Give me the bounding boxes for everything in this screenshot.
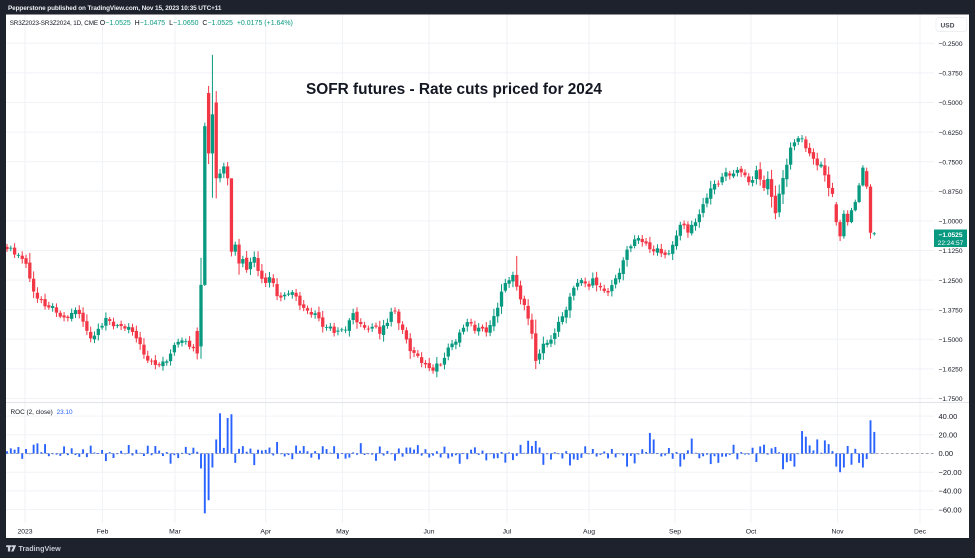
svg-text:23.10: 23.10 — [57, 409, 73, 416]
svg-text:Apr: Apr — [260, 528, 271, 535]
svg-text:−0.2500: −0.2500 — [939, 41, 963, 48]
svg-text:0.00: 0.00 — [939, 449, 954, 458]
svg-text:−0.3750: −0.3750 — [939, 71, 963, 78]
svg-text:−1.5000: −1.5000 — [939, 337, 963, 344]
svg-text:Pepperstone published on Tradi: Pepperstone published on TradingView.com… — [8, 5, 222, 12]
svg-text:−40.00: −40.00 — [939, 487, 962, 496]
svg-text:40.00: 40.00 — [939, 412, 958, 421]
svg-text:USD: USD — [941, 22, 955, 29]
svg-text:Oct: Oct — [746, 528, 757, 535]
svg-text:−0.8750: −0.8750 — [939, 189, 963, 196]
svg-text:2023: 2023 — [17, 528, 32, 535]
svg-text:Dec: Dec — [914, 528, 927, 535]
svg-text:−1.0000: −1.0000 — [939, 219, 963, 226]
svg-text:Sep: Sep — [669, 528, 681, 535]
svg-text:−0.5000: −0.5000 — [939, 100, 963, 107]
svg-text:Feb: Feb — [97, 528, 109, 535]
svg-text:−20.00: −20.00 — [939, 468, 962, 477]
svg-text:ROC (2, close): ROC (2, close) — [11, 409, 53, 416]
svg-text:Jul: Jul — [503, 528, 512, 535]
svg-text:−0.7500: −0.7500 — [939, 159, 963, 166]
svg-text:−1.0525: −1.0525 — [938, 232, 962, 239]
svg-text:20.00: 20.00 — [939, 431, 958, 440]
svg-text:SOFR futures - Rate cuts price: SOFR futures - Rate cuts priced for 2024 — [306, 81, 602, 98]
svg-text:Mar: Mar — [169, 528, 181, 535]
svg-text:−1.2500: −1.2500 — [939, 278, 963, 285]
svg-text:Aug: Aug — [583, 528, 595, 535]
svg-text:SR3Z2023-SR3Z2024, 1D, CME: SR3Z2023-SR3Z2024, 1D, CME — [10, 20, 98, 27]
svg-text:Jun: Jun — [424, 528, 435, 535]
svg-text:22:24:57: 22:24:57 — [938, 240, 964, 247]
svg-text:May: May — [336, 528, 349, 535]
svg-text:−60.00: −60.00 — [939, 505, 962, 514]
svg-text:−1.6250: −1.6250 — [939, 367, 963, 374]
svg-text:−0.6250: −0.6250 — [939, 130, 963, 137]
svg-text:−1.3750: −1.3750 — [939, 307, 963, 314]
svg-text:TradingView: TradingView — [19, 544, 62, 553]
svg-text:O−1.0525 H−1.0475 L−1.0650: O−1.0525 H−1.0475 L−1.0650 C−1.0525 +0.0… — [100, 20, 293, 27]
svg-text:−1.7500: −1.7500 — [939, 396, 963, 403]
svg-text:−1.1250: −1.1250 — [939, 248, 963, 255]
svg-text:Nov: Nov — [831, 528, 844, 535]
